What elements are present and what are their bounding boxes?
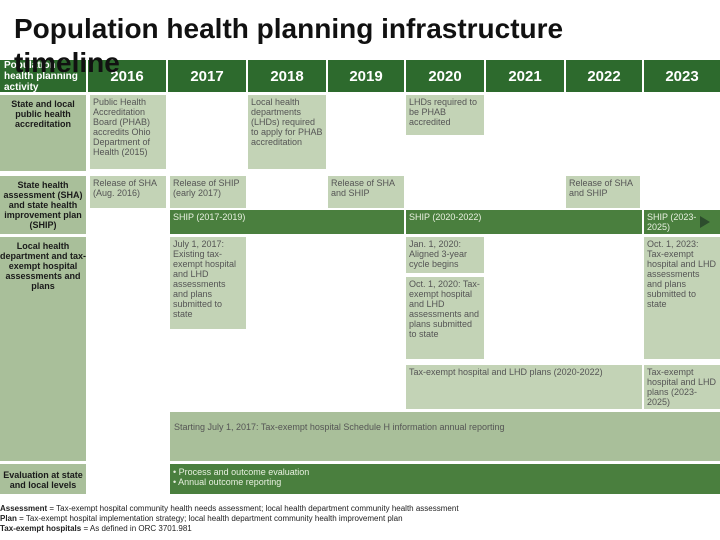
footnote-plan-def: = Tax-exempt hospital implementation str…	[16, 514, 403, 523]
footnote-plan: Plan = Tax-exempt hospital implementatio…	[0, 514, 403, 523]
cell-jan-2020: Jan. 1, 2020: Aligned 3-year cycle begin…	[406, 237, 484, 273]
footnote-assessment: Assessment = Tax-exempt hospital communi…	[0, 504, 459, 513]
footnote-plan-term: Plan	[0, 514, 17, 523]
evaluation-item-process: • Process and outcome evaluation	[173, 467, 310, 477]
header-activity: Population health planning activity	[0, 60, 86, 93]
cell-sha-2016: Release of SHA (Aug. 2016)	[90, 176, 166, 208]
band-schedule-h-bg	[170, 412, 720, 461]
header-year-2021: 2021	[486, 60, 564, 92]
cell-oct-2023: Oct. 1, 2023: Tax-exempt hospital and LH…	[644, 237, 720, 359]
footnote-hospitals-def: = As defined in ORC 3701.981	[81, 524, 192, 533]
footnote-hospitals-term: Tax-exempt hospitals	[0, 524, 82, 533]
footnote-assessment-term: Assessment	[0, 504, 48, 513]
band-ship-2017-2019: SHIP (2017-2019)	[170, 210, 404, 234]
page-title: Population health planning infrastructur…	[14, 13, 564, 78]
cell-july-2017: July 1, 2017: Existing tax-exempt hospit…	[170, 237, 246, 329]
footnote-assessment-def: = Tax-exempt hospital community health n…	[47, 504, 459, 513]
header-year-2019: 2019	[328, 60, 404, 92]
cell-sha-2019: Release of SHA and SHIP	[328, 176, 404, 208]
cell-lhd-apply-2018: Local health departments (LHDs) required…	[248, 95, 326, 169]
header-year-2018: 2018	[248, 60, 326, 92]
cell-plans-2020-2022: Tax-exempt hospital and LHD plans (2020-…	[406, 365, 642, 409]
evaluation-item-annual: • Annual outcome reporting	[173, 477, 282, 487]
row-label-local-plans: Local health department and tax-exempt h…	[0, 237, 86, 461]
row-label-evaluation: Evaluation at state and local levels	[0, 464, 86, 494]
cell-lhd-accredited-2020: LHDs required to be PHAB accredited	[406, 95, 484, 135]
cell-plans-2023-2025: Tax-exempt hospital and LHD plans (2023-…	[644, 365, 720, 409]
band-evaluation: • Process and outcome evaluation • Annua…	[170, 464, 720, 494]
row-label-sha-ship: State health assessment (SHA) and state …	[0, 176, 86, 234]
arrow-right-icon	[700, 216, 710, 228]
cell-ship-2017: Release of SHIP (early 2017)	[170, 176, 246, 208]
header-year-2016: 2016	[88, 60, 166, 92]
row-label-accreditation: State and local public health accreditat…	[0, 95, 86, 171]
cell-oct-2020: Oct. 1, 2020: Tax-exempt hospital and LH…	[406, 277, 484, 359]
band-ship-2020-2022: SHIP (2020-2022)	[406, 210, 642, 234]
header-year-2017: 2017	[168, 60, 246, 92]
band-schedule-h: Starting July 1, 2017: Tax-exempt hospit…	[174, 422, 505, 432]
cell-sha-2022: Release of SHA and SHIP	[566, 176, 640, 208]
cell-phab-2015: Public Health Accreditation Board (PHAB)…	[90, 95, 166, 169]
header-year-2023: 2023	[644, 60, 720, 92]
header-year-2020: 2020	[406, 60, 484, 92]
footnote-hospitals: Tax-exempt hospitals = As defined in ORC…	[0, 524, 192, 533]
header-year-2022: 2022	[566, 60, 642, 92]
